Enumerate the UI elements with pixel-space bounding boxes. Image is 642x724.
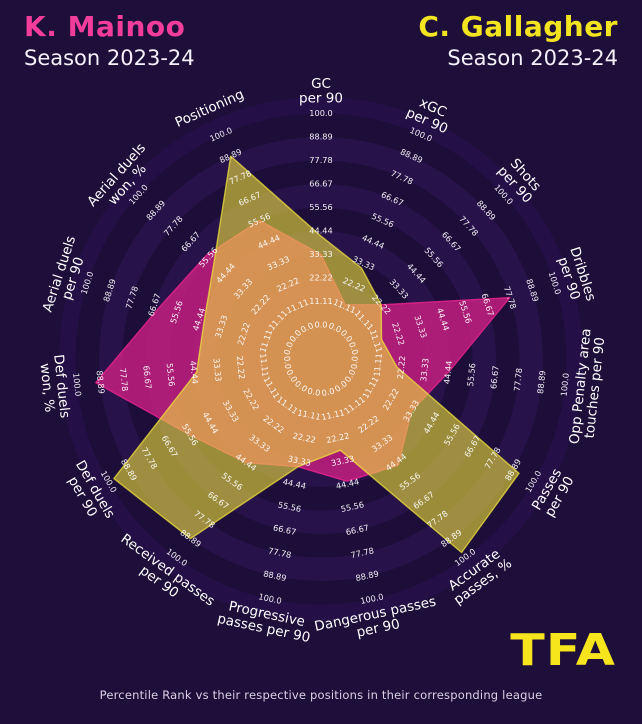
- radar-tick-label: 88.89: [309, 132, 332, 142]
- player-left-name: K. Mainoo: [24, 10, 186, 43]
- radar-tick-label: 77.78: [350, 545, 375, 560]
- radar-tick-label: 55.56: [309, 202, 332, 212]
- footer-caption: Percentile Rank vs their respective posi…: [99, 688, 543, 702]
- radar-tick-label: 22.22: [309, 273, 332, 283]
- radar-tick-label: 33.33: [418, 358, 430, 382]
- radar-tick-label: 22.22: [235, 355, 247, 379]
- radar-tick-label: 55.56: [165, 363, 177, 387]
- player-right-season: Season 2023-24: [447, 46, 618, 70]
- radar-tick-label: 0.0: [307, 386, 322, 398]
- radar-tick-label: 77.78: [309, 155, 332, 165]
- radar-tick-label: 66.67: [345, 522, 370, 537]
- radar-axis-label: GC per 90: [299, 76, 343, 107]
- radar-tick-label: 44.44: [309, 226, 332, 236]
- radar-tick-label: 33.33: [330, 453, 355, 468]
- radar-tick-label: 66.67: [488, 365, 500, 389]
- radar-tick-label: 66.67: [309, 179, 332, 189]
- radar-tick-label: 66.67: [272, 522, 297, 537]
- tfa-logo: TFA: [510, 625, 616, 676]
- radar-tick-label: 11.11: [309, 296, 332, 306]
- player-left-season: Season 2023-24: [24, 46, 195, 70]
- radar-tick-label: 100.0: [258, 591, 283, 606]
- radar-tick-label: 22.22: [395, 355, 407, 379]
- radar-tick-label: 22.22: [292, 430, 317, 445]
- radar-tick-label: 77.78: [512, 367, 524, 391]
- radar-tick-label: 77.78: [118, 367, 130, 391]
- player-right-name: C. Gallagher: [418, 10, 618, 43]
- radar-tick-label: 0.0: [321, 386, 336, 398]
- radar-tick-label: 66.67: [141, 365, 153, 389]
- radar-tick-label: 88.89: [94, 370, 106, 394]
- radar-tick-label: 44.44: [282, 476, 307, 491]
- radar-tick-label: 0.0: [282, 356, 293, 370]
- radar-tick-label: 55.56: [277, 499, 302, 514]
- radar-tick-label: 88.89: [262, 568, 287, 583]
- radar-tick-label: 100.0: [359, 591, 384, 606]
- radar-tick-label: 0.0: [347, 341, 361, 356]
- radar-tick-label: 0.0: [349, 356, 360, 370]
- radar-tick-label: 55.56: [465, 363, 477, 387]
- radar-tick-label: 44.44: [188, 360, 200, 384]
- radar-tick-label: 100.0: [71, 372, 83, 396]
- radar-tick-label: 0.0: [327, 320, 343, 334]
- radar-tick-label: 22.22: [325, 430, 350, 445]
- radar-tick-label: 11.11: [297, 407, 322, 422]
- radar-tick-label: 33.33: [211, 358, 223, 382]
- radar-tick-label: 0.0: [281, 341, 295, 356]
- radar-polygon-gallagher: [113, 155, 520, 554]
- radar-tick-label: 11.11: [258, 353, 270, 377]
- radar-tick-label: 44.44: [442, 360, 454, 384]
- radar-tick-label: 100.0: [309, 108, 332, 118]
- player-right-header: C. Gallagher Season 2023-24: [418, 10, 618, 70]
- radar-tick-label: 33.33: [309, 249, 332, 259]
- radar-tick-label: 44.44: [335, 476, 360, 491]
- radar-axis-label: Def duelswon, %: [36, 354, 73, 421]
- radar-tick-label: 88.89: [355, 568, 380, 583]
- radar-tick-label: 55.56: [340, 499, 365, 514]
- radar-tick-label: 0.0: [314, 320, 327, 330]
- radar-tick-label: 11.11: [372, 353, 384, 377]
- radar-tick-label: 88.89: [535, 370, 547, 394]
- radar-tick-label: 100.0: [559, 372, 571, 396]
- radar-tick-label: 11.11: [320, 407, 345, 422]
- radar-tick-label: 0.0: [299, 320, 315, 334]
- player-left-header: K. Mainoo Season 2023-24: [24, 10, 195, 70]
- radar-tick-label: 77.78: [267, 545, 292, 560]
- radar-tick-label: 33.33: [287, 453, 312, 468]
